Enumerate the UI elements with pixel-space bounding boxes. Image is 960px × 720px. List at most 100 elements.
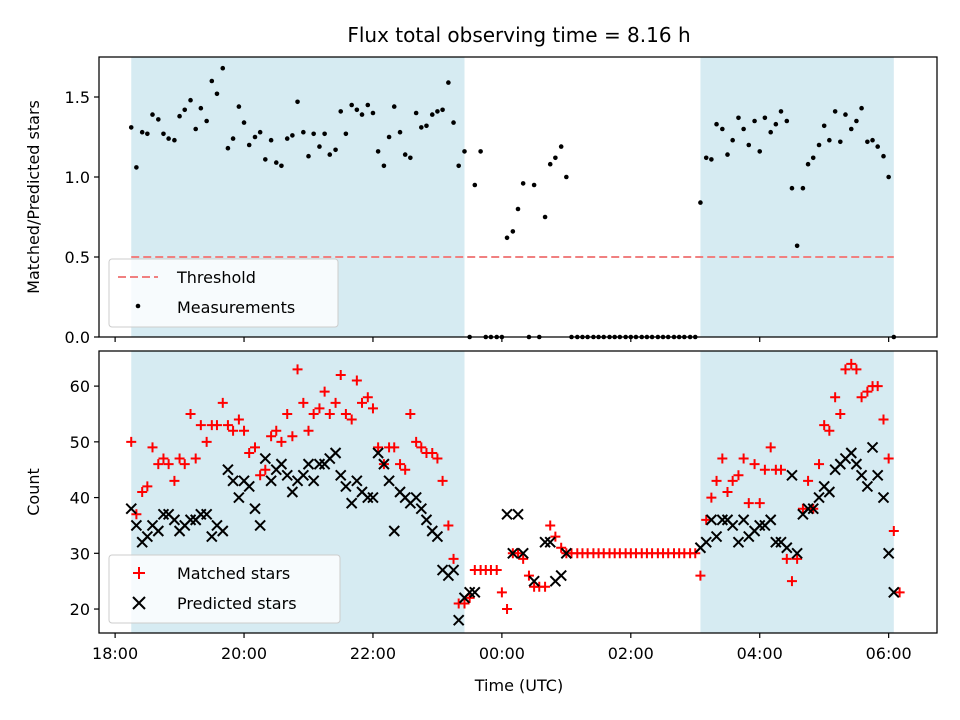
matched-point-109: [711, 475, 722, 486]
bottom-legend-box: [108, 554, 341, 624]
predicted-point-48: [383, 475, 395, 487]
matched-point-41: [346, 414, 357, 425]
bottom-panel: 20 30 40 50 60 18:00 20:00 22:00 00:00 02:00 04:0…: [24, 350, 938, 695]
measurement-point-24: [257, 129, 263, 135]
matched-point-105: [690, 548, 701, 559]
measurement-point-30: [290, 133, 295, 138]
measurement-point-17: [220, 65, 226, 71]
matched-point-117: [754, 498, 765, 509]
predicted-point-1: [130, 519, 143, 532]
predicted-point-74: [560, 547, 573, 560]
predicted-point-41: [345, 497, 358, 509]
matched-point-69: [496, 587, 507, 598]
top-shaded-region-1: [700, 57, 894, 337]
matched-point-52: [405, 408, 416, 419]
bottom-xtick-label-5: 04:00: [737, 644, 783, 663]
predicted-point-106: [861, 480, 874, 493]
measurement-point-39: [338, 109, 344, 114]
predicted-point-79: [716, 514, 729, 526]
predicted-point-69: [528, 575, 540, 587]
measurement-point-49: [391, 104, 397, 109]
measurement-point-113: [736, 115, 741, 121]
measurement-point-2: [139, 129, 145, 135]
matched-point-44: [362, 392, 373, 403]
measurement-point-35: [317, 144, 322, 149]
matched-point-114: [738, 453, 749, 464]
measurement-point-73: [520, 181, 526, 186]
measurement-point-18: [225, 145, 231, 151]
matched-point-68: [491, 565, 502, 576]
measurement-point-47: [381, 163, 387, 169]
measurement-point-40: [343, 131, 349, 137]
measurement-point-16: [214, 91, 220, 97]
matched-point-136: [856, 392, 867, 403]
measurement-point-41: [349, 102, 354, 108]
predicted-point-35: [313, 458, 326, 470]
matched-point-119: [765, 442, 776, 453]
matched-point-125: [797, 503, 808, 514]
matched-point-58: [437, 475, 448, 486]
measurement-point-112: [730, 137, 735, 143]
measurement-point-22: [246, 142, 252, 148]
predicted-point-108: [871, 469, 884, 481]
matched-point-130: [824, 425, 835, 436]
predicted-stars-points: [125, 441, 900, 626]
measurement-point-37: [327, 152, 333, 157]
predicted-point-19: [227, 475, 239, 487]
predicted-point-38: [329, 447, 342, 459]
measurement-point-58: [440, 107, 445, 113]
measurement-point-127: [810, 155, 816, 161]
predicted-point-107: [866, 441, 879, 454]
measurement-point-108: [709, 157, 714, 162]
top-y-axis-label: Matched/Predicted stars: [24, 100, 43, 294]
matched-point-133: [840, 364, 851, 375]
measurement-point-8: [172, 137, 177, 143]
top-y-axis: 0.0 0.5 1.0 1.5: [65, 88, 99, 347]
matched-point-38: [330, 397, 341, 408]
predicted-point-26: [265, 475, 277, 487]
predicted-point-111: [888, 586, 900, 599]
bottom-ytick-label-3: 50: [70, 433, 90, 452]
matched-point-31: [292, 364, 303, 375]
measurement-point-36: [322, 131, 327, 137]
matched-stars-points: [126, 358, 905, 615]
matched-point-142: [888, 526, 899, 537]
predicted-point-104: [850, 458, 863, 470]
predicted-point-88: [764, 514, 777, 526]
matched-point-8: [169, 475, 180, 486]
predicted-point-63: [463, 586, 476, 599]
matched-point-141: [883, 453, 894, 464]
measurement-point-62: [462, 149, 467, 154]
predicted-point-82: [732, 536, 745, 548]
matched-point-7: [163, 459, 174, 470]
measurement-point-59: [446, 80, 451, 85]
measurement-point-132: [838, 139, 843, 145]
predicted-point-40: [340, 480, 352, 493]
measurement-point-118: [762, 115, 768, 121]
predicted-point-46: [372, 447, 384, 459]
legend-measurements-swatch: [135, 303, 141, 309]
predicted-point-18: [222, 464, 234, 476]
measurement-point-50: [397, 129, 403, 135]
predicted-point-17: [217, 525, 229, 537]
measurement-point-120: [773, 121, 779, 127]
matched-point-5: [153, 459, 164, 470]
measurement-point-12: [193, 126, 198, 132]
predicted-point-25: [259, 452, 272, 465]
predicted-point-67: [512, 508, 524, 520]
predicted-point-78: [710, 530, 723, 543]
measurement-point-23: [252, 134, 258, 140]
measurement-point-139: [875, 144, 880, 149]
matched-point-39: [335, 369, 346, 380]
matched-point-32: [298, 397, 309, 408]
predicted-point-20: [233, 491, 245, 504]
predicted-point-65: [501, 508, 513, 520]
matched-point-0: [126, 436, 137, 447]
matched-point-12: [190, 453, 201, 464]
measurement-point-71: [510, 229, 516, 234]
matched-point-73: [518, 553, 529, 564]
measurement-point-7: [166, 136, 171, 141]
predicted-point-96: [807, 503, 819, 515]
matched-point-1: [131, 509, 142, 520]
top-ytick-label-1: 0.5: [65, 248, 90, 267]
